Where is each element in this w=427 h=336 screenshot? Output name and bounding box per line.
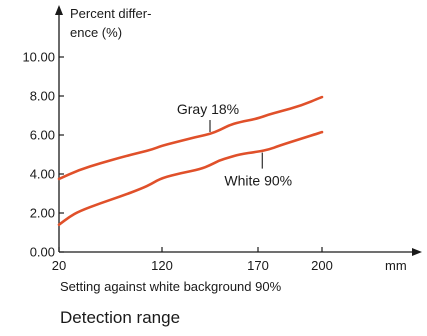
x-tick-label-1: 120 [151, 258, 173, 273]
series-line-1 [57, 130, 324, 226]
x-tick-label-0: 20 [52, 258, 66, 273]
chart-caption: Detection range [60, 308, 180, 327]
x-tick-label-3: 200 [311, 258, 333, 273]
annotation-label-1: White 90% [224, 173, 292, 189]
y-tick-label-1: 2.00 [30, 206, 55, 221]
y-axis-label-line-2: ence (%) [70, 25, 122, 40]
x-axis-arrow [412, 248, 422, 256]
y-tick-label-4: 8.00 [30, 89, 55, 104]
x-tick-label-2: 170 [247, 258, 269, 273]
x-ticks: 20 120 170 200 [52, 247, 333, 273]
y-tick-label-2: 4.00 [30, 167, 55, 182]
y-tick-label-0: 0.00 [30, 245, 55, 260]
x-axis-unit: mm [385, 258, 407, 273]
series-line-0 [57, 95, 324, 181]
y-axis-label-line-1: Percent differ- [70, 6, 151, 21]
annotations: Gray 18% White 90% [177, 101, 292, 189]
y-tick-label-5: 10.00 [22, 50, 55, 65]
y-axis-arrow [55, 5, 63, 15]
annotation-label-0: Gray 18% [177, 101, 239, 117]
series-lines [57, 95, 324, 226]
x-axis-label: Setting against white background 90% [60, 279, 282, 294]
y-tick-label-3: 6.00 [30, 128, 55, 143]
y-ticks: 0.00 2.00 4.00 6.00 8.00 10.00 [22, 50, 64, 260]
